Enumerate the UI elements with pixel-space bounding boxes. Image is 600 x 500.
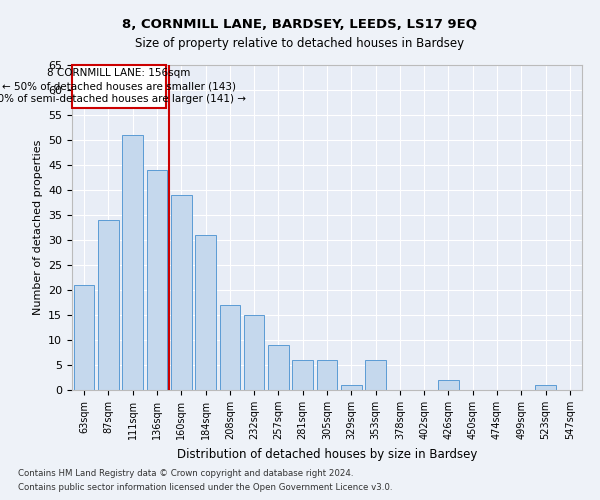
Bar <box>365 360 386 390</box>
Text: 8 CORNMILL LANE: 156sqm
← 50% of detached houses are smaller (143)
50% of semi-d: 8 CORNMILL LANE: 156sqm ← 50% of detache… <box>0 68 247 104</box>
Bar <box>122 135 143 390</box>
Text: Size of property relative to detached houses in Bardsey: Size of property relative to detached ho… <box>136 38 464 51</box>
Bar <box>341 385 362 390</box>
Bar <box>535 385 556 390</box>
Bar <box>74 285 94 390</box>
Bar <box>317 360 337 390</box>
Bar <box>438 380 459 390</box>
Bar <box>292 360 313 390</box>
Text: Contains public sector information licensed under the Open Government Licence v3: Contains public sector information licen… <box>18 484 392 492</box>
X-axis label: Distribution of detached houses by size in Bardsey: Distribution of detached houses by size … <box>177 448 477 460</box>
Bar <box>98 220 119 390</box>
Bar <box>195 235 216 390</box>
Text: 8, CORNMILL LANE, BARDSEY, LEEDS, LS17 9EQ: 8, CORNMILL LANE, BARDSEY, LEEDS, LS17 9… <box>122 18 478 30</box>
Bar <box>171 195 191 390</box>
Y-axis label: Number of detached properties: Number of detached properties <box>32 140 43 315</box>
Bar <box>268 345 289 390</box>
FancyBboxPatch shape <box>73 65 166 108</box>
Text: Contains HM Land Registry data © Crown copyright and database right 2024.: Contains HM Land Registry data © Crown c… <box>18 468 353 477</box>
Bar <box>220 305 240 390</box>
Bar <box>244 315 265 390</box>
Bar <box>146 170 167 390</box>
